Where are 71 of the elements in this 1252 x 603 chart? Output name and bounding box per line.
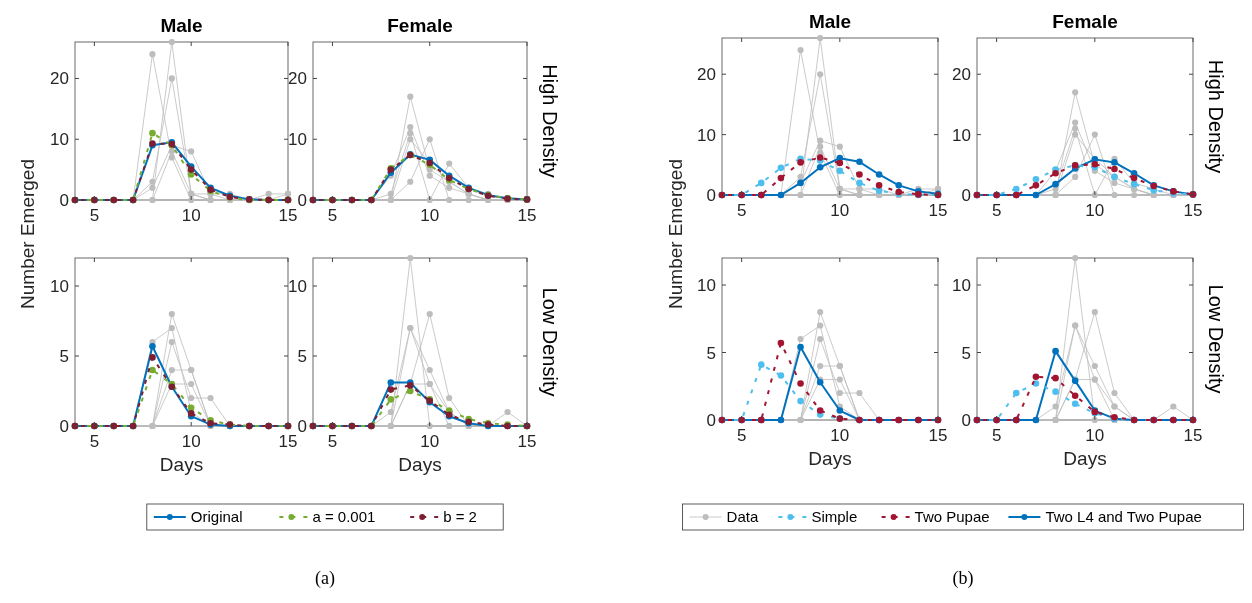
x-tick-label: 15 xyxy=(928,201,948,220)
y-tick-label: 10 xyxy=(50,277,69,296)
y-tick-label: 20 xyxy=(50,69,69,89)
x-tick-label: 5 xyxy=(327,206,338,225)
text: Low Density xyxy=(539,287,561,397)
y-tick-label: 20 xyxy=(288,69,307,89)
y-axis-title: Number Emerged xyxy=(16,159,38,309)
y-tick-label: 20 xyxy=(952,65,971,85)
y-tick-label: 5 xyxy=(59,347,69,366)
x-tick-label: 15 xyxy=(517,432,537,451)
x-tick-label: 5 xyxy=(327,432,338,451)
x-tick-label: 10 xyxy=(420,432,440,451)
y-tick-label: 5 xyxy=(961,343,971,363)
y-tick-label: 10 xyxy=(697,125,716,145)
y-tick-label: 0 xyxy=(297,417,307,436)
x-tick-label: 10 xyxy=(1085,201,1105,220)
y-tick-label: 5 xyxy=(706,343,716,363)
x-tick-label: 10 xyxy=(1085,426,1105,445)
y-tick-label: 0 xyxy=(297,191,307,210)
y-tick-label: 0 xyxy=(961,186,971,205)
x-tick-label: 15 xyxy=(278,432,298,451)
chart-title: Female xyxy=(387,15,453,36)
x-tick-label: 5 xyxy=(991,201,1002,220)
x-tick-label: 10 xyxy=(181,432,201,451)
y-tick-label: 10 xyxy=(952,125,971,145)
x-axis-title: Days xyxy=(808,448,852,469)
x-tick-label: 10 xyxy=(420,206,440,225)
y-tick-label: 10 xyxy=(288,130,307,150)
y-tick-label: 0 xyxy=(59,417,69,436)
x-axis-title: Days xyxy=(159,454,204,475)
y-tick-label: 0 xyxy=(706,411,716,430)
y-tick-label: 0 xyxy=(59,191,69,210)
x-tick-label: 15 xyxy=(278,206,298,225)
x-axis-title: Days xyxy=(1063,448,1107,469)
text: (b) xyxy=(952,568,974,589)
y-tick-label: 5 xyxy=(297,347,307,366)
legend-label: Two Pupae xyxy=(914,508,990,525)
x-tick-label: 10 xyxy=(181,206,201,225)
y-tick-label: 0 xyxy=(961,411,971,430)
y-tick-label: 10 xyxy=(697,276,716,295)
text: High Density xyxy=(1205,59,1227,174)
y-tick-label: 20 xyxy=(697,65,716,85)
x-tick-label: 5 xyxy=(89,432,100,451)
chart-title: Male xyxy=(160,15,203,36)
x-tick-label: 15 xyxy=(1183,201,1203,220)
x-tick-label: 15 xyxy=(1183,426,1203,445)
y-tick-label: 10 xyxy=(952,276,971,295)
x-tick-label: 10 xyxy=(830,201,850,220)
x-tick-label: 15 xyxy=(517,206,537,225)
text: Low Density xyxy=(1205,284,1227,394)
x-tick-label: 10 xyxy=(830,426,850,445)
x-tick-label: 5 xyxy=(991,426,1002,445)
chart-title: Male xyxy=(808,11,852,32)
x-axis-title: Days xyxy=(398,454,442,475)
x-tick-label: 5 xyxy=(736,426,747,445)
text: (a) xyxy=(315,568,335,589)
y-axis-title: Number Emerged xyxy=(664,159,686,309)
x-tick-label: 5 xyxy=(89,206,100,225)
legend-label: Two L4 and Two Pupae xyxy=(1045,508,1202,525)
x-tick-label: 15 xyxy=(928,426,948,445)
legend-label: Data xyxy=(726,508,759,525)
legend-label: a = 0.001 xyxy=(312,508,376,525)
y-tick-label: 10 xyxy=(288,277,307,296)
legend-label: Original xyxy=(190,508,243,525)
x-tick-label: 5 xyxy=(736,201,747,220)
y-tick-label: 0 xyxy=(706,186,716,205)
text: High Density xyxy=(539,64,561,178)
legend-label: b = 2 xyxy=(443,508,477,525)
chart-title: Female xyxy=(1052,11,1118,32)
legend-label: Simple xyxy=(811,508,858,525)
y-tick-label: 10 xyxy=(50,130,69,150)
